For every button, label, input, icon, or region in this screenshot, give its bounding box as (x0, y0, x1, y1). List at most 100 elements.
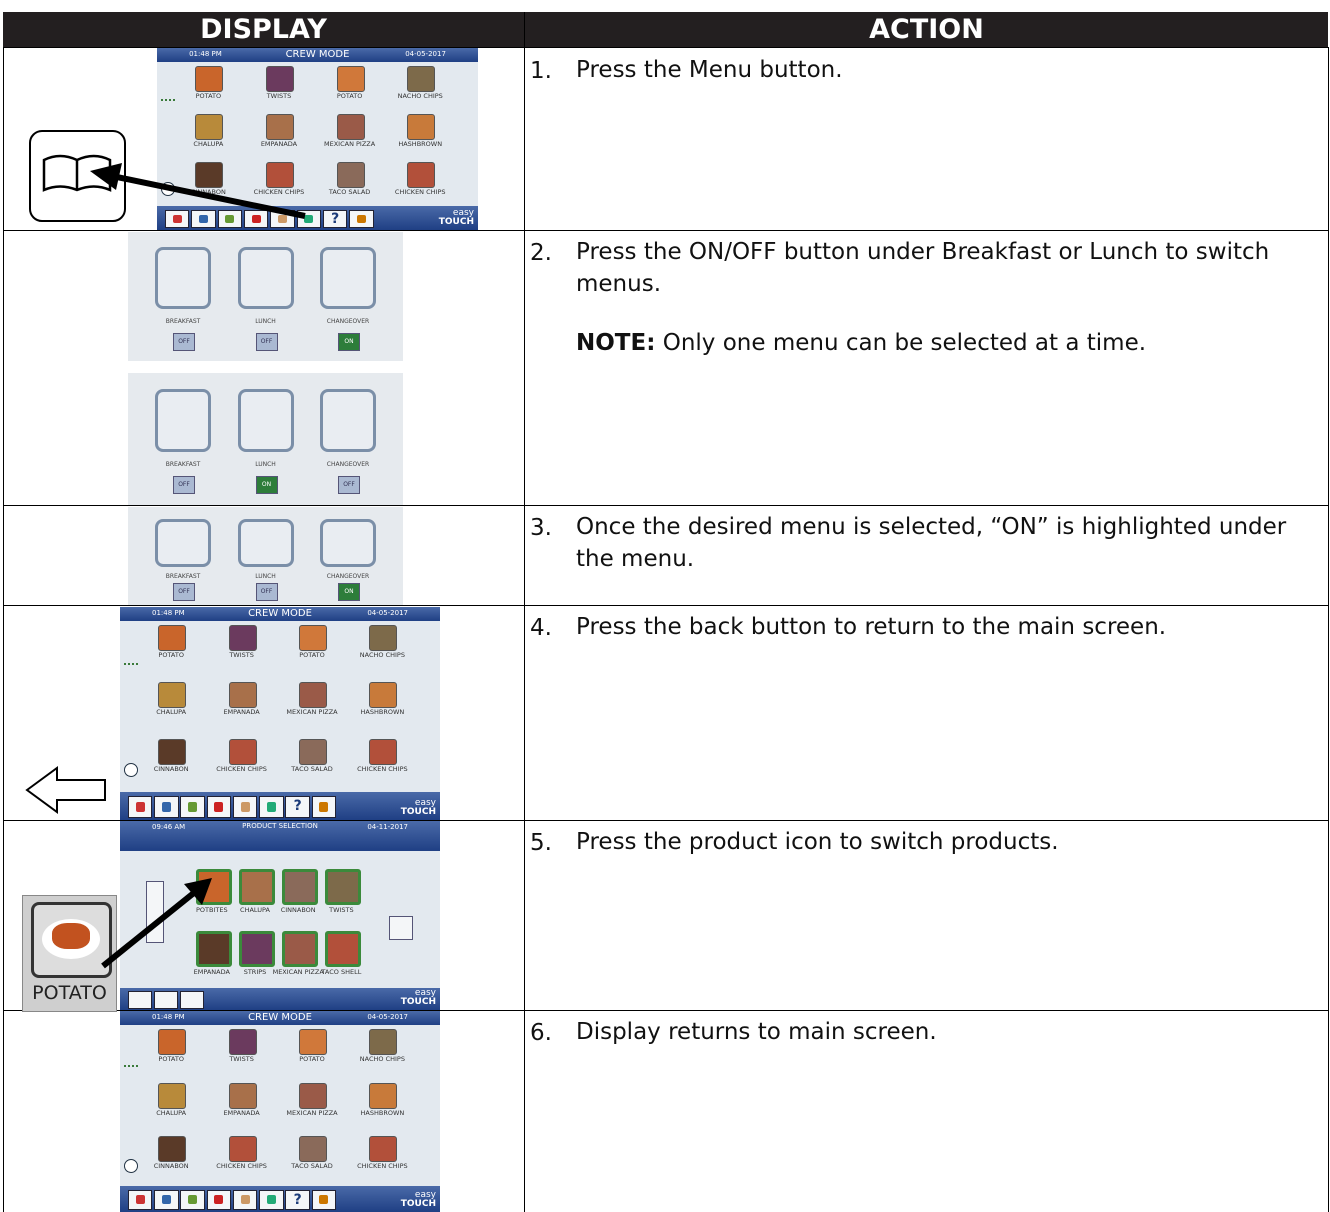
screen-time: 01:48 PM (189, 50, 222, 58)
product-icon (158, 739, 187, 766)
step-text: Press the back button to return to the m… (576, 614, 1167, 640)
product-label: POTATO (158, 651, 184, 659)
tool-glyph (319, 802, 329, 812)
tool-glyph (172, 215, 182, 224)
tool-glyph (240, 1195, 250, 1205)
screen-title: PRODUCT SELECTION (242, 822, 318, 830)
toolbar-button (154, 1189, 179, 1211)
product-label: HASHBROWN (398, 140, 443, 149)
product-label: EMPANADA (223, 708, 260, 717)
product-label: CHICKEN CHIPS (216, 765, 267, 774)
row-border (3, 47, 1328, 48)
brand-easy: easy (414, 1190, 436, 1200)
product-icon (228, 1082, 257, 1109)
product-icon (228, 682, 257, 709)
product-icon (336, 66, 365, 92)
menu-toggle: ON (338, 332, 360, 351)
step-number: 2. (530, 240, 552, 266)
toolbar-button (180, 1189, 205, 1211)
product-label: POTBITES (196, 906, 228, 914)
menu-screen: BREAKFAST OFF LUNCH OFF CHANGEOVER ON (128, 232, 403, 361)
toolbar-button (217, 209, 243, 229)
product-label: TWISTS (229, 651, 254, 659)
col-border (3, 47, 4, 1212)
menu-screen: BREAKFAST OFF LUNCH ON CHANGEOVER OFF (128, 373, 403, 505)
product-icon (282, 931, 319, 967)
product-icon (158, 1029, 187, 1055)
product-label: STRIPS (243, 968, 267, 976)
toolbar-button (165, 209, 190, 229)
product-label: POTATO (336, 92, 363, 100)
bottom-bar: ? easy TOUCH (120, 1185, 440, 1212)
col-border (1328, 47, 1329, 1212)
product-icon (407, 114, 436, 141)
product-label: CINNABON (153, 765, 189, 774)
product-label: TWISTS (266, 92, 292, 100)
brand-touch: TOUCH (400, 1199, 436, 1209)
menu-toggle: OFF (173, 332, 195, 351)
crew-screen: 01:48 PM CREW MODE 04-05-2017 POTATO TWISTS P… (120, 1011, 440, 1212)
menu-label: BREAKFAST (165, 461, 201, 469)
product-icon (158, 682, 187, 709)
product-label: HASHBROWN (360, 1108, 405, 1117)
tool-glyph (240, 802, 250, 812)
product-label: CHALUPA (156, 1108, 187, 1117)
top-bar: 01:48 PM CREW MODE 04-05-2017 (120, 1011, 440, 1025)
product-icon (195, 114, 224, 141)
product-label: CHALUPA (156, 708, 187, 717)
product-icon (369, 1082, 398, 1109)
product-label: POTATO (299, 651, 325, 659)
menu-square (320, 388, 376, 452)
product-label: TACO SALAD (291, 1162, 333, 1171)
step-number: 5. (530, 830, 552, 856)
step-text: Press the ON/OFF button under Breakfast … (576, 239, 1270, 297)
product-label: EMPANADA (223, 1108, 260, 1117)
menu-label: LUNCH (255, 461, 276, 469)
bottom-bar: ? easy TOUCH (157, 206, 478, 230)
product-icon (158, 1082, 187, 1109)
brand-touch: TOUCH (400, 807, 436, 817)
tool-glyph (319, 1195, 329, 1205)
product-icon (228, 739, 257, 766)
product-icon (336, 114, 365, 141)
product-icon (407, 162, 436, 189)
confirm-button (388, 916, 413, 940)
crew-screen: 01:48 PM CREW MODE 04-05-2017 POTATO TWISTS P… (120, 607, 440, 820)
menu-square (155, 247, 211, 309)
product-screen: 09:46 AM PRODUCT SELECTION 04-11-2017 POTBI… (120, 821, 440, 1010)
toolbar-button (128, 991, 152, 1009)
row-border (3, 605, 1328, 606)
product-icon (195, 162, 224, 189)
toolbar-button (259, 796, 284, 818)
product-label: CINNABON (190, 188, 226, 197)
steam-icon (124, 655, 138, 666)
menu-label: LUNCH (255, 572, 276, 580)
step-number: 1. (530, 58, 552, 84)
arrow-head (184, 878, 212, 905)
product-icon (239, 931, 275, 967)
menu-square (237, 388, 294, 452)
product-label: MEXICAN PIZZA (286, 1108, 338, 1117)
product-label: CHICKEN CHIPS (357, 765, 408, 774)
product-icon (195, 66, 224, 92)
screen-date: 04-05-2017 (367, 1013, 408, 1021)
tool-glyph (278, 215, 287, 224)
product-icon (325, 931, 362, 967)
menu-label: CHANGEOVER (326, 318, 370, 326)
crew-screen: 01:48 PM CREW MODE 04-05-2017 POTATO TWISTS P… (157, 48, 478, 230)
product-label: MEXICAN PIZZA (272, 968, 324, 976)
product-label: CINNABON (280, 906, 316, 914)
product-label: CHALUPA (240, 906, 270, 914)
screen-date: 04-05-2017 (405, 50, 446, 58)
product-label: CHICKEN CHIPS (357, 1162, 408, 1171)
product-icon (228, 1029, 257, 1055)
product-label: POTATO (158, 1055, 184, 1063)
menu-square (237, 518, 294, 567)
brand-touch: TOUCH (400, 997, 436, 1007)
screen-date: 04-11-2017 (367, 823, 408, 831)
tool-glyph (225, 215, 235, 224)
toolbar-button: ? (285, 796, 310, 818)
step-text: Press the product icon to switch product… (576, 829, 1059, 855)
toolbar-button (259, 1189, 284, 1211)
